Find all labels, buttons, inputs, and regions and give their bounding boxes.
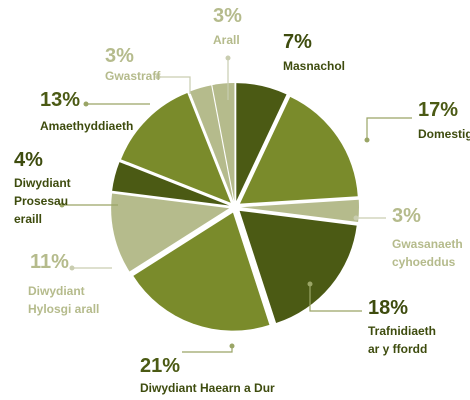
pie-slice: [121, 93, 231, 203]
category-label: Arall: [213, 33, 240, 47]
pie-slice: [239, 210, 357, 324]
leader-line: [182, 346, 233, 353]
category-label: Diwydiant Prosesau eraill: [14, 176, 71, 226]
category-label: Domestig: [418, 127, 470, 141]
value-label: 3%: [213, 5, 242, 27]
value-label: 4%: [14, 149, 43, 171]
value-label: 18%: [368, 297, 408, 319]
category-label: Trafnidiaeth ar y ffordd: [368, 324, 436, 356]
pie-slice: [236, 83, 287, 202]
pie-slice: [212, 83, 235, 202]
value-label: 3%: [392, 205, 421, 227]
category-label: Amaethyddiaeth: [40, 119, 133, 133]
leader-dot: [69, 265, 75, 271]
pie-slice: [239, 96, 358, 204]
category-line: cyhoeddus: [392, 255, 456, 269]
category-line: Diwydiant: [14, 176, 71, 190]
leader-dot: [307, 281, 313, 287]
leader-line: [366, 117, 412, 140]
category-line: eraill: [14, 212, 42, 226]
pie-slice: [189, 85, 234, 202]
category-line: Prosesau: [14, 194, 68, 208]
value-label: 21%: [140, 355, 180, 377]
category-line: ar y ffordd: [368, 342, 427, 356]
pie-slice: [133, 212, 270, 331]
leader-dot: [59, 202, 65, 208]
leader-dot: [83, 101, 89, 107]
category-label: Diwydiant Haearn a Dur: [140, 381, 275, 395]
value-label: 7%: [283, 31, 312, 53]
leader-dot: [155, 74, 161, 80]
leader-dot: [353, 215, 359, 221]
value-label: 13%: [40, 89, 80, 111]
pie-slice: [111, 193, 230, 272]
category-label: Masnachol: [283, 59, 345, 73]
leader-dot: [229, 343, 235, 349]
pie-slice: [240, 199, 359, 222]
category-label: Gwastraff: [105, 69, 161, 83]
category-label: Gwasanaeth cyhoeddus: [392, 237, 463, 269]
leader-dot: [225, 55, 231, 61]
leader-line: [158, 76, 191, 94]
category-line: Diwydiant: [28, 284, 85, 298]
category-line: Hylosgi arall: [28, 302, 99, 316]
value-label: 11%: [30, 251, 69, 273]
category-label: Diwydiant Hylosgi arall: [28, 284, 99, 316]
category-line: Trafnidiaeth: [368, 324, 436, 338]
category-line: Gwasanaeth: [392, 237, 463, 251]
pie-slice: [112, 162, 230, 206]
value-label: 17%: [418, 99, 458, 121]
leader-dot: [364, 137, 370, 143]
value-label: 3%: [105, 45, 134, 67]
leader-line: [309, 284, 362, 312]
